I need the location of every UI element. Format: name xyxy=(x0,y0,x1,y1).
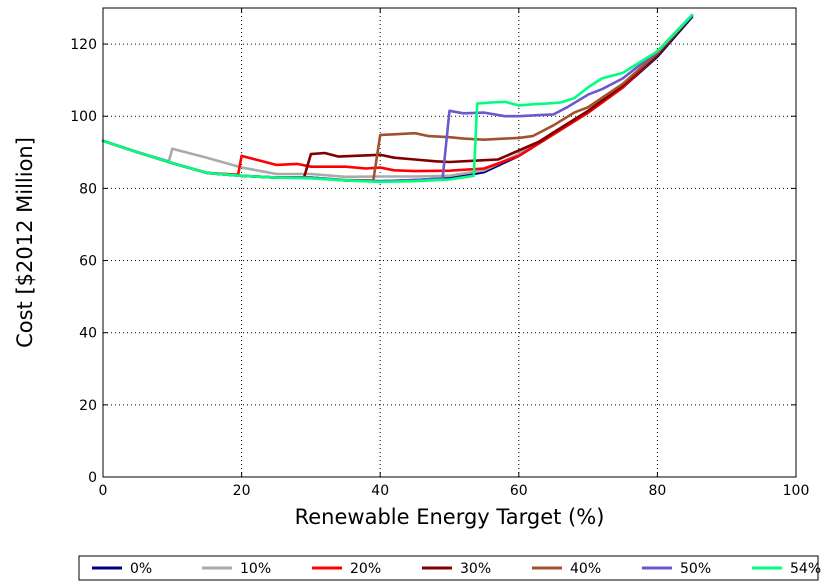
y-tick-label: 60 xyxy=(79,254,97,270)
x-tick-label: 40 xyxy=(371,483,389,499)
legend-label: 54% xyxy=(790,561,821,577)
y-tick-label: 40 xyxy=(79,326,97,342)
series-lines xyxy=(101,13,694,184)
legend: 0% 10% 20% 30% 40% 50% 54% xyxy=(78,555,821,581)
y-axis-title: Cost [$2012 Million] xyxy=(13,137,37,348)
series-line-6 xyxy=(101,13,694,184)
legend-label: 40% xyxy=(570,561,601,577)
legend-label: 20% xyxy=(350,561,381,577)
y-tick-label: 100 xyxy=(70,109,97,125)
grid-lines xyxy=(103,8,796,477)
legend-label: 50% xyxy=(680,561,711,577)
x-tick-label: 20 xyxy=(233,483,251,499)
x-tick-label: 80 xyxy=(648,483,666,499)
x-axis-title: Renewable Energy Target (%) xyxy=(295,505,605,529)
y-tick-label: 80 xyxy=(79,181,97,197)
legend-label: 0% xyxy=(130,561,152,577)
x-tick-label: 60 xyxy=(510,483,528,499)
legend-label: 10% xyxy=(240,561,271,577)
y-tick-label: 120 xyxy=(70,37,97,53)
axis-ticks: 0 20 40 60 80 100 0 20 40 60 80 100 120 xyxy=(70,8,809,499)
y-tick-label: 0 xyxy=(88,470,97,486)
series-line-2 xyxy=(101,13,694,176)
plot-frame xyxy=(102,7,797,478)
series-line-4 xyxy=(101,13,694,182)
legend-label: 30% xyxy=(460,561,491,577)
x-tick-label: 0 xyxy=(99,483,108,499)
y-tick-label: 20 xyxy=(79,398,97,414)
x-tick-label: 100 xyxy=(783,483,810,499)
